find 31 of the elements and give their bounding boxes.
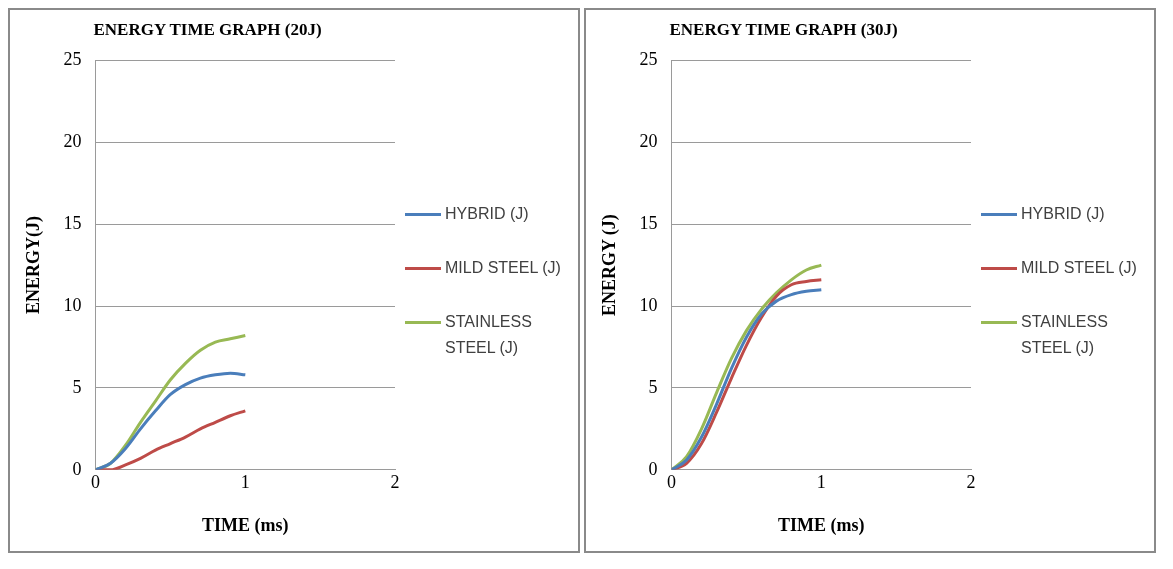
y-tick-label: 0 (72, 458, 82, 479)
x-tick-label: 2 (390, 472, 400, 493)
x-tick-label: 2 (966, 472, 976, 493)
chart-title: ENERGY TIME GRAPH (20J) (93, 19, 322, 39)
legend-label: MILD STEEL (J) (445, 257, 562, 278)
legend-label: MILD STEEL (J) (1021, 257, 1138, 278)
legend-label: STAINLESS STEEL (J) (1021, 311, 1109, 358)
y-tick-label: 0 (648, 458, 658, 479)
y-tick-label: 5 (72, 376, 82, 397)
x-tick-label: 0 (91, 472, 101, 493)
y-tick-label: 20 (63, 131, 82, 152)
chart-title: ENERGY TIME GRAPH (30J) (669, 19, 898, 39)
legend-label: HYBRID (J) (445, 203, 530, 224)
legend-label: STAINLESS STEEL (J) (445, 311, 533, 358)
y-tick-label: 10 (639, 294, 658, 315)
legend-label: HYBRID (J) (1021, 203, 1106, 224)
y-tick-label: 15 (639, 212, 658, 233)
x-tick-label: 1 (240, 472, 250, 493)
line-series (95, 371, 247, 470)
y-tick-label: 20 (639, 131, 658, 152)
y-tick-label: 15 (63, 212, 82, 233)
y-tick-label: 10 (63, 294, 82, 315)
y-axis-title: ENERGY(J) (23, 216, 45, 315)
x-axis-title: TIME (ms) (778, 514, 865, 536)
y-tick-label: 25 (639, 49, 658, 70)
y-axis-title: ENERGY (J) (599, 214, 621, 317)
x-axis-title: TIME (ms) (202, 514, 289, 536)
y-tick-label: 5 (648, 376, 658, 397)
y-tick-label: 25 (63, 49, 82, 70)
x-tick-label: 1 (816, 472, 826, 493)
x-tick-label: 0 (667, 472, 677, 493)
